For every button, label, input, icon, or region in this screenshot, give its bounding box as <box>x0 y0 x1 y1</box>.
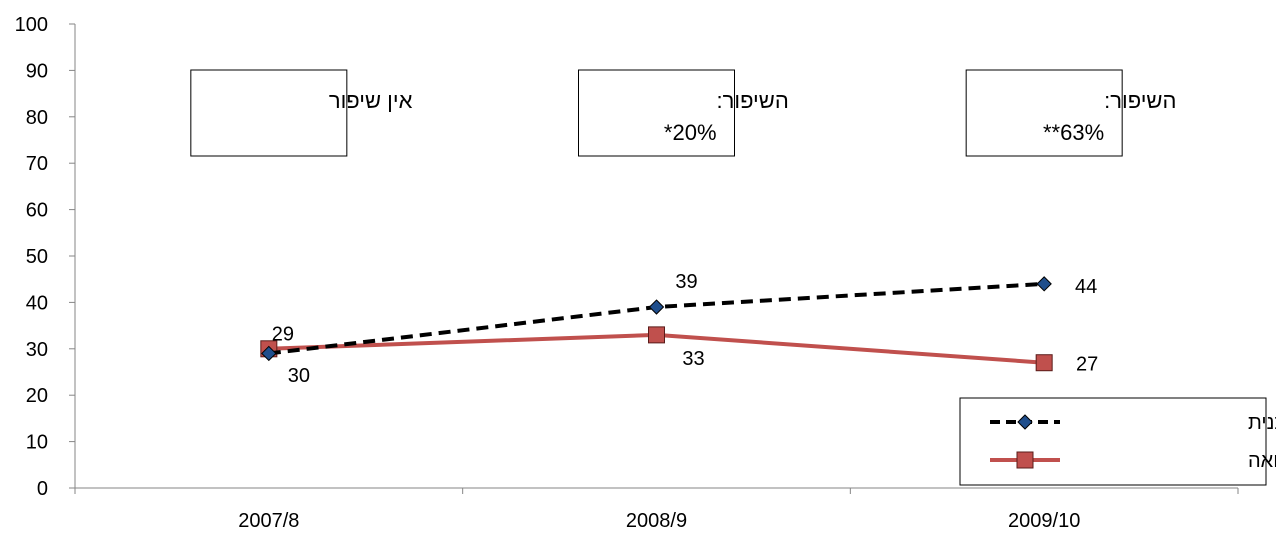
x-tick-label: 2007/8 <box>238 510 299 532</box>
y-tick-label: 70 <box>26 153 48 175</box>
legend-label: קבוצת השוואה <box>1248 450 1276 472</box>
y-tick-label: 30 <box>26 339 48 361</box>
data-label: 39 <box>675 271 697 293</box>
y-tick-label: 10 <box>26 432 48 454</box>
data-point-marker <box>648 326 665 344</box>
annotation-box: השיפור:**63% <box>965 69 1176 157</box>
chart-axes: 0 10 20 30 40 50 60 70 80 90 100 2007/8 2008/9 2009/1… <box>15 14 1239 532</box>
y-tick-label: 20 <box>26 385 48 407</box>
annotation-line2: **63% <box>1043 120 1104 145</box>
legend-marker <box>1016 451 1034 469</box>
data-point-marker <box>648 299 665 315</box>
legend-label: משתתפים בתכנית <box>1248 412 1276 434</box>
chart-legend: משתתפים בתכנית קבוצת השוואה <box>959 397 1276 486</box>
legend-item: משתתפים בתכנית <box>990 412 1276 434</box>
legend-item: קבוצת השוואה <box>990 450 1276 472</box>
data-label: 33 <box>682 348 704 370</box>
data-label: 30 <box>288 365 310 387</box>
chart-series: 29 39 44 30 33 27 <box>260 271 1099 387</box>
y-tick-label: 90 <box>26 60 48 82</box>
annotation-line2: *20% <box>664 120 717 145</box>
annotation-frame <box>965 69 1123 157</box>
x-tick-label: 2009/10 <box>1008 510 1080 532</box>
y-tick-label: 80 <box>26 107 48 129</box>
annotation-box: אין שיפור <box>190 69 413 157</box>
annotation-line1: השיפור: <box>717 88 789 113</box>
data-point-marker <box>1035 354 1053 372</box>
legend-frame <box>959 397 1267 486</box>
y-tick-label: 100 <box>15 14 48 36</box>
y-tick-label: 60 <box>26 200 48 222</box>
annotation-frame <box>190 69 348 157</box>
legend-marker <box>1017 414 1033 430</box>
data-point-marker <box>1036 276 1052 292</box>
x-tick-label: 2008/9 <box>626 510 687 532</box>
annotation-frame <box>578 69 735 157</box>
data-label: 44 <box>1075 276 1097 298</box>
data-label: 27 <box>1076 354 1098 376</box>
data-label: 29 <box>272 323 294 345</box>
annotation-box: השיפור:*20% <box>578 69 789 157</box>
annotation-line1: השיפור: <box>1104 88 1176 113</box>
y-tick-label: 0 <box>37 478 48 500</box>
annotation-line1: אין שיפור <box>329 88 413 113</box>
y-tick-label: 40 <box>26 292 48 314</box>
series-comparison <box>260 326 1053 372</box>
annotation-boxes: אין שיפור השיפור:*20%השיפור:**63% <box>190 69 1176 157</box>
y-tick-label: 50 <box>26 246 48 268</box>
series-participants <box>261 276 1052 362</box>
data-labels: 29 39 44 30 33 27 <box>272 271 1099 387</box>
data-point-marker <box>261 345 277 362</box>
